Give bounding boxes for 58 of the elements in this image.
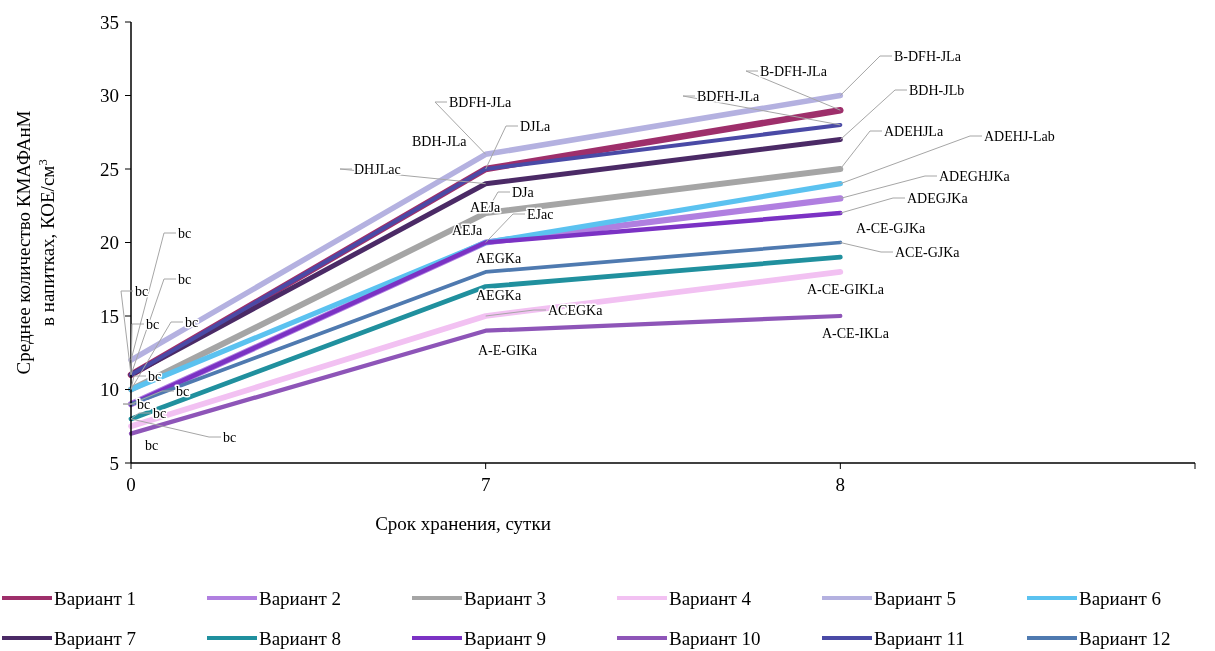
annotation: bc [148, 369, 162, 384]
annotation: ADEHJ-Lab [984, 129, 1055, 144]
annotation: bc [153, 406, 167, 421]
x-tick-label: 8 [835, 474, 846, 495]
annotation: ADEGJKa [907, 191, 969, 206]
annotation: bc [146, 317, 160, 332]
legend-label: Вариант 8 [259, 627, 341, 649]
legend-label: Вариант 12 [1079, 627, 1171, 649]
annotation: BDFH-JLa [449, 95, 513, 110]
legend-label: Вариант 4 [669, 587, 752, 609]
annotation: B-DFH-JLa [894, 49, 962, 64]
legend-label: Вариант 7 [54, 627, 136, 649]
y-tick-label: 20 [100, 232, 119, 254]
annotation: BDH-JLa [412, 134, 468, 149]
legend-label: Вариант 5 [874, 587, 956, 609]
annotation: B-DFH-JLa [760, 64, 828, 79]
annotation: bc [145, 438, 159, 453]
annotation: A-CE-GJKa [856, 221, 926, 236]
annotation: bc [178, 226, 192, 241]
annotation: BDFH-JLa [697, 89, 761, 104]
y-tick-label: 30 [100, 85, 119, 107]
annotation: AEJa [452, 223, 484, 238]
legend-label: Вариант 10 [669, 627, 761, 649]
annotation: DHJLac [354, 162, 401, 177]
x-tick-label: 0 [126, 474, 136, 495]
annotation: bc [178, 272, 192, 287]
annotation: ACE-GJKa [895, 245, 961, 260]
legend-label: Вариант 6 [1079, 587, 1161, 609]
annotation: A-CE-IKLa [822, 326, 890, 341]
legend-label: Вариант 1 [54, 587, 136, 609]
annotation: DJLa [520, 119, 552, 134]
legend-label: Вариант 11 [874, 627, 965, 649]
y-tick-label: 10 [100, 379, 119, 401]
annotation: ADEHJLa [884, 124, 944, 139]
annotation: bc [185, 315, 199, 330]
legend-label: Вариант 3 [464, 587, 546, 609]
annotation: A-CE-GIKLa [807, 282, 885, 297]
annotation: AEGKa [476, 288, 522, 303]
y-tick-label: 35 [100, 11, 119, 33]
legend-label: Вариант 9 [464, 627, 546, 649]
y-tick-label: 5 [109, 452, 119, 474]
annotation: bc [176, 384, 190, 399]
annotation: AEJa [470, 200, 502, 215]
x-axis-title: Срок хранения, сутки [375, 513, 551, 534]
annotation: bc [137, 397, 151, 412]
annotation: A-E-GIKa [478, 343, 538, 358]
x-tick-label: 7 [480, 474, 491, 495]
annotation: ADEGHJKa [939, 169, 1011, 184]
annotation: BDH-JLb [909, 83, 965, 98]
annotation: bc [135, 284, 149, 299]
legend-label: Вариант 2 [259, 587, 341, 609]
y-tick-label: 25 [100, 158, 119, 180]
annotation: DJa [512, 185, 535, 200]
y-tick-label: 15 [100, 305, 119, 327]
annotation: AEGKa [476, 251, 522, 266]
annotation: EJac [527, 207, 554, 222]
annotation: bc [223, 430, 237, 445]
annotation: ACEGKa [548, 303, 604, 318]
